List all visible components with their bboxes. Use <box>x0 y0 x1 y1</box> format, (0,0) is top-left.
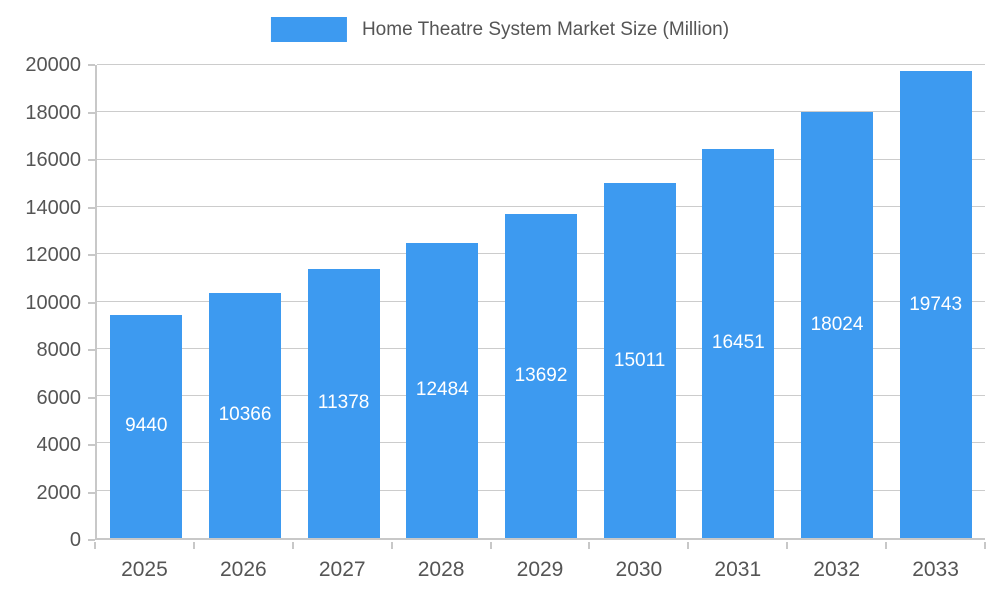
x-axis-tick <box>984 542 986 549</box>
x-axis-tick <box>489 542 492 549</box>
y-axis-label: 20000 <box>25 54 81 76</box>
x-axis-tick <box>687 542 690 549</box>
bar-2032[interactable]: 18024 <box>800 111 873 538</box>
bar-value-label: 15011 <box>613 349 666 371</box>
bar-2025[interactable]: 9440 <box>110 314 183 538</box>
x-axis-label-2032: 2032 <box>813 558 861 581</box>
y-axis-tick <box>88 111 95 114</box>
gridline <box>97 111 985 113</box>
bar-2031[interactable]: 16451 <box>702 148 775 538</box>
gridline <box>97 205 985 207</box>
x-axis-label-2030: 2030 <box>615 558 663 581</box>
bar-2026[interactable]: 10366 <box>208 292 281 538</box>
x-axis-label-2027: 2027 <box>318 558 366 581</box>
x-axis-label-2031: 2031 <box>714 558 762 581</box>
x-axis-label-2026: 2026 <box>219 558 267 581</box>
bar-value-label: 16451 <box>711 332 765 354</box>
y-axis-tick <box>88 491 95 494</box>
y-axis-label: 18000 <box>25 101 81 124</box>
y-axis-tick <box>88 159 95 161</box>
y-axis-tick <box>88 349 95 351</box>
y-axis-tick <box>88 301 95 304</box>
x-axis: 2025 2026 2027 2028 2029 2030 2031 2032 2033 <box>94 542 986 592</box>
x-axis-tick <box>786 542 789 549</box>
y-axis-label: 12000 <box>25 244 81 266</box>
y-axis-tick <box>88 206 95 209</box>
y-axis-tick <box>88 539 95 541</box>
x-axis-label-2033: 2033 <box>912 558 959 581</box>
x-axis-label-2025: 2025 <box>121 558 168 581</box>
legend-swatch-icon <box>270 17 347 42</box>
plot-area: 9440 10366 11378 12484 13692 15011 16451 18024 1… <box>95 64 985 540</box>
x-axis-tick <box>588 542 591 549</box>
gridline <box>97 64 985 65</box>
x-axis-tick <box>192 542 195 549</box>
bar-2028[interactable]: 12484 <box>406 242 479 538</box>
y-axis-label: 16000 <box>25 149 81 171</box>
bar-value-label: 19743 <box>909 293 963 315</box>
y-axis-tick <box>88 396 95 399</box>
gridline <box>97 158 985 160</box>
x-axis-label-2028: 2028 <box>417 558 465 581</box>
legend-label: Home Theatre System Market Size (Million… <box>361 18 730 40</box>
y-axis-tick <box>88 444 95 446</box>
bar-value-label: 9440 <box>125 415 168 437</box>
bar-value-label: 12484 <box>415 379 469 401</box>
bar-value-label: 11378 <box>317 392 370 414</box>
y-axis: 0 2000 4000 6000 8000 10000 12000 14000 16000 180… <box>0 55 95 550</box>
bar-value-label: 13692 <box>514 365 568 387</box>
bar-2033[interactable]: 19743 <box>899 71 972 538</box>
bar-2030[interactable]: 15011 <box>603 183 676 538</box>
bar-2029[interactable]: 13692 <box>504 214 577 538</box>
x-axis-tick <box>291 542 294 549</box>
x-axis-label-2029: 2029 <box>516 558 564 581</box>
y-axis-label: 8000 <box>36 339 82 361</box>
bar-value-label: 18024 <box>810 313 864 335</box>
y-axis-label: 10000 <box>25 291 81 314</box>
y-axis-label: 14000 <box>25 196 81 219</box>
y-axis-label: 4000 <box>36 434 82 456</box>
y-axis-label: 2000 <box>36 481 82 504</box>
y-axis-label: 6000 <box>36 386 82 409</box>
y-axis-label: 0 <box>69 529 81 551</box>
y-axis-tick <box>88 254 95 256</box>
x-axis-tick <box>390 542 393 549</box>
bar-value-label: 10366 <box>218 404 272 426</box>
x-axis-tick <box>94 542 96 549</box>
legend[interactable]: Home Theatre System Market Size (Million… <box>270 17 730 42</box>
x-axis-tick <box>885 542 888 549</box>
bar-2027[interactable]: 11378 <box>307 268 380 538</box>
y-axis-tick <box>88 64 95 66</box>
